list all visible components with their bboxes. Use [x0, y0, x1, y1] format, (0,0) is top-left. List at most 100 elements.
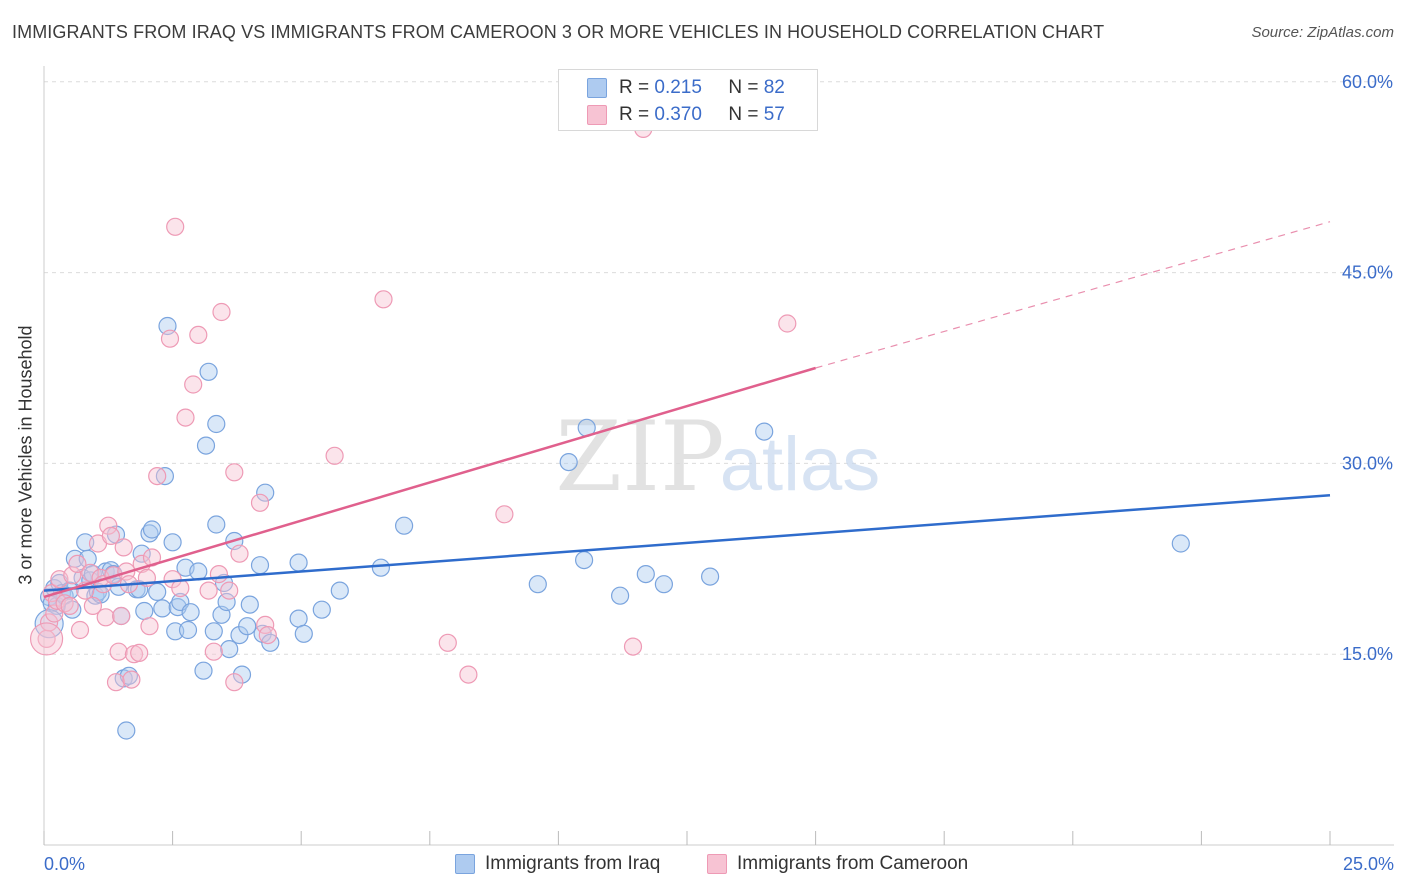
gridlines	[44, 81, 1394, 655]
series-iraq-points	[34, 316, 1190, 740]
cameroon-point	[70, 620, 90, 640]
iraq-point	[217, 592, 236, 612]
iraq-point	[189, 562, 208, 581]
cameroon-trend-line	[43, 366, 816, 599]
cameroon-point	[325, 446, 344, 465]
iraq-point	[636, 564, 655, 584]
iraq-point	[207, 414, 226, 434]
cameroon-point	[122, 670, 141, 689]
iraq-point	[181, 603, 200, 622]
cameroon-r-value: 0.370	[654, 104, 702, 125]
cameroon-point	[39, 613, 59, 632]
cameroon-r-label: R =	[619, 104, 650, 125]
iraq-point	[256, 483, 275, 502]
iraq-r-label: R =	[619, 77, 650, 98]
iraq-point	[240, 595, 259, 614]
iraq-n-value: 82	[763, 77, 785, 98]
cameroon-point	[209, 564, 228, 584]
bottom-iraq-label: Immigrants from Iraq	[485, 853, 661, 874]
cameroon-point-large	[29, 622, 64, 656]
cameroon-point	[96, 608, 115, 627]
iraq-point	[395, 516, 414, 535]
cameroon-point	[230, 544, 249, 563]
source-label: Source: ZipAtlas.com	[1251, 24, 1394, 41]
iraq-point	[559, 453, 578, 472]
cameroon-trend-extension	[815, 221, 1331, 369]
iraq-point	[196, 436, 216, 455]
iraq-point	[700, 567, 720, 586]
cameroon-point	[495, 505, 514, 524]
watermark-atlas: atlas	[720, 422, 881, 507]
chart-title: IMMIGRANTS FROM IRAQ VS IMMIGRANTS FROM …	[12, 22, 1105, 42]
cameroon-point	[184, 375, 203, 394]
iraq-point	[371, 558, 390, 577]
cameroon-point	[438, 633, 457, 652]
y-tick-labels: 15.0% 30.0% 45.0% 60.0%	[1342, 72, 1393, 664]
x-tick-label-min: 0.0%	[44, 854, 85, 874]
cameroon-point	[148, 467, 167, 486]
cameroon-point	[166, 217, 185, 236]
watermark-zip: ZIP	[555, 401, 724, 513]
cameroon-point	[60, 596, 79, 616]
cameroon-point	[258, 625, 277, 645]
y-axis-label: 3 or more Vehicles in Household	[15, 325, 36, 585]
iraq-n-label: N =	[728, 77, 759, 98]
iraq-point	[289, 553, 308, 572]
cameroon-point	[55, 594, 74, 613]
cameroon-swatch	[587, 105, 607, 125]
iraq-point	[155, 467, 174, 486]
cameroon-point	[106, 673, 126, 692]
cameroon-point	[112, 606, 131, 626]
cameroon-point	[63, 566, 82, 585]
cameroon-point	[140, 617, 159, 636]
bottom-cameroon-label: Immigrants from Cameroon	[737, 853, 969, 874]
iraq-point	[330, 581, 349, 600]
cameroon-point	[374, 290, 393, 309]
iraq-point	[294, 624, 313, 643]
cameroon-point	[220, 581, 239, 600]
iraq-point	[610, 586, 630, 605]
cameroon-n-value: 57	[763, 104, 785, 125]
trend-lines	[43, 221, 1331, 599]
iraq-trend-line	[43, 493, 1331, 592]
cameroon-point	[623, 637, 643, 656]
x-tick-label-max: 25.0%	[1343, 854, 1394, 874]
y-tick-label-2: 45.0%	[1342, 263, 1393, 283]
cameroon-point	[130, 643, 149, 663]
iraq-point	[1171, 534, 1190, 553]
iraq-point	[148, 582, 167, 602]
iraq-point	[654, 575, 674, 594]
bottom-cameroon-swatch	[707, 854, 727, 874]
cameroon-n-label: N =	[728, 104, 759, 125]
iraq-point	[153, 599, 172, 618]
iraq-point	[132, 544, 151, 563]
cameroon-point	[114, 538, 133, 557]
cameroon-point	[101, 526, 121, 546]
cameroon-point	[109, 642, 128, 661]
cameroon-point	[212, 302, 231, 322]
cameroon-point	[81, 563, 100, 582]
cameroon-point	[160, 329, 180, 348]
iraq-point	[312, 600, 331, 619]
iraq-r-value: 0.215	[654, 77, 702, 98]
iraq-point	[142, 520, 162, 539]
iraq-point	[178, 620, 198, 640]
stats-legend: R = 0.215 N = 82 R = 0.370 N = 57	[558, 69, 818, 131]
iraq-point	[207, 515, 226, 534]
iraq-point	[574, 550, 594, 570]
cameroon-point	[189, 325, 208, 344]
iraq-point	[238, 617, 257, 636]
bottom-iraq-swatch	[455, 854, 475, 874]
cameroon-point	[778, 314, 797, 333]
cameroon-point	[250, 493, 270, 512]
cameroon-point	[199, 581, 218, 600]
cameroon-point	[176, 408, 195, 427]
cameroon-point	[225, 463, 244, 482]
cameroon-point	[83, 596, 103, 616]
cameroon-point	[204, 642, 223, 661]
iraq-point	[220, 639, 239, 659]
iraq-point	[204, 622, 223, 641]
iraq-point	[163, 533, 182, 552]
y-tick-label-1: 30.0%	[1342, 453, 1393, 473]
